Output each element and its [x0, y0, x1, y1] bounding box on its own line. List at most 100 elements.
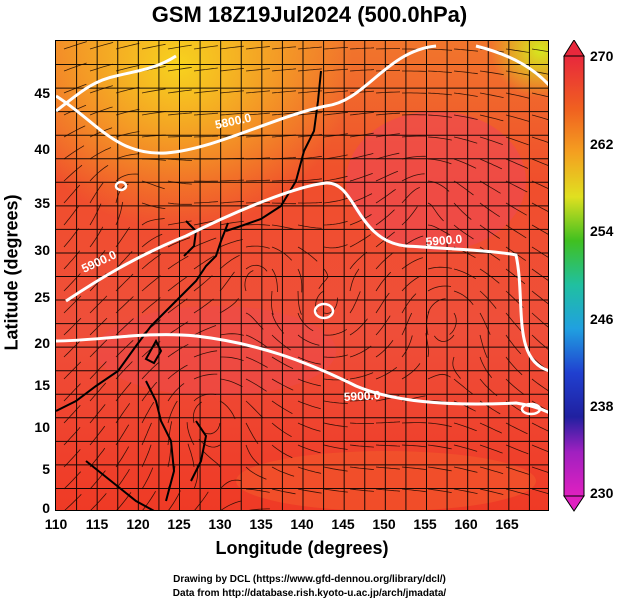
streamline	[245, 245, 270, 249]
streamline	[427, 488, 452, 493]
streamline	[219, 45, 244, 50]
streamline	[141, 297, 161, 314]
streamline	[452, 356, 461, 379]
streamline	[193, 275, 213, 292]
streamline	[245, 46, 270, 50]
streamline	[349, 214, 372, 226]
streamline	[479, 92, 504, 98]
streamline	[427, 180, 450, 192]
streamline	[271, 378, 294, 391]
streamline	[89, 42, 114, 50]
x-tick-label: 140	[290, 516, 314, 532]
streamline	[349, 193, 373, 204]
x-tick-label: 145	[331, 516, 355, 532]
streamline	[531, 422, 548, 432]
streamline	[115, 403, 131, 424]
streamline	[323, 197, 348, 204]
streamline	[245, 488, 270, 493]
streamline	[141, 88, 166, 94]
streamline	[270, 290, 274, 315]
streamline	[505, 70, 530, 76]
streamline	[453, 378, 473, 395]
streamline	[349, 153, 374, 160]
streamline	[297, 90, 322, 94]
streamline	[375, 170, 399, 182]
streamline	[297, 224, 322, 229]
streamline	[115, 296, 134, 314]
streamline	[401, 363, 421, 380]
streamline	[63, 250, 81, 270]
streamline	[375, 112, 400, 116]
streamline	[193, 112, 218, 116]
streamline	[297, 178, 322, 182]
streamline	[63, 339, 82, 358]
streamline	[271, 90, 296, 94]
streamline	[219, 271, 235, 292]
streamline	[64, 494, 82, 510]
colorbar-tick-label: 230	[590, 485, 614, 501]
streamline	[63, 405, 81, 424]
streamline	[531, 202, 548, 212]
streamline	[63, 471, 81, 490]
streamline	[427, 92, 452, 96]
streamline	[89, 203, 102, 226]
streamline	[349, 251, 368, 270]
streamline	[219, 239, 243, 248]
streamline	[505, 488, 530, 496]
streamline	[479, 466, 504, 475]
streamline	[89, 404, 106, 424]
streamline	[401, 186, 420, 204]
streamline	[375, 339, 394, 358]
streamline	[245, 444, 260, 465]
streamline	[297, 378, 321, 387]
y-tick-label: 0	[42, 500, 50, 516]
streamline	[531, 180, 548, 189]
streamline	[245, 400, 264, 419]
streamline	[479, 488, 504, 495]
streamline	[323, 488, 348, 493]
streamline	[89, 106, 113, 116]
streamline	[219, 68, 244, 72]
streamline	[167, 400, 178, 424]
streamline	[187, 443, 195, 468]
streamline	[115, 382, 132, 402]
streamline	[115, 361, 133, 380]
streamline	[167, 421, 173, 446]
streamline	[323, 354, 348, 358]
streamline	[271, 422, 292, 438]
streamline	[505, 466, 529, 475]
x-tick-label: 160	[454, 516, 478, 532]
streamline	[115, 173, 139, 182]
streamline	[167, 112, 192, 116]
streamline	[63, 184, 81, 204]
streamline	[141, 180, 165, 190]
streamline	[375, 366, 398, 380]
x-tick-label: 155	[413, 516, 437, 532]
streamline	[297, 334, 320, 346]
streamline	[219, 90, 244, 94]
streamline	[349, 291, 361, 314]
streamline	[89, 339, 108, 358]
streamline	[167, 237, 191, 248]
streamline	[193, 373, 218, 380]
streamline	[323, 328, 348, 336]
y-tick-label: 30	[34, 242, 50, 258]
streamline	[375, 292, 390, 314]
streamline	[167, 298, 188, 314]
streamline	[427, 114, 452, 118]
streamline	[318, 268, 329, 290]
streamline	[323, 47, 348, 50]
colorbar-tick-label: 238	[590, 398, 614, 414]
streamline	[505, 180, 528, 193]
streamline	[193, 237, 217, 248]
credit-drawing: Drawing by DCL (https://www.gfd-dennou.o…	[173, 574, 446, 585]
streamline	[453, 92, 478, 97]
streamline	[89, 164, 109, 182]
contour-label: 5900.0	[425, 232, 463, 249]
streamline	[115, 153, 140, 160]
streamline	[219, 220, 244, 226]
streamline	[245, 157, 271, 160]
streamline	[63, 205, 80, 226]
streamline	[375, 188, 396, 204]
streamline	[219, 333, 244, 336]
